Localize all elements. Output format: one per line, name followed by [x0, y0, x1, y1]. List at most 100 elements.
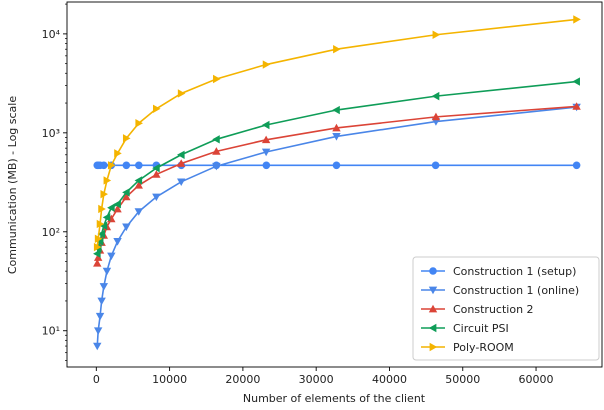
data-point — [177, 159, 186, 167]
data-point — [134, 181, 143, 189]
data-point — [431, 112, 441, 121]
data-point — [262, 60, 271, 69]
data-point — [107, 203, 115, 212]
y-tick-label: 10² — [42, 226, 60, 239]
data-point — [93, 242, 102, 252]
data-point — [573, 15, 581, 24]
y-tick-label: 10¹ — [42, 325, 60, 338]
data-point — [332, 105, 340, 115]
data-point — [212, 162, 221, 171]
data-point — [107, 161, 116, 170]
data-point — [99, 221, 108, 230]
data-point — [135, 119, 143, 128]
series-layer — [93, 15, 581, 351]
data-point — [332, 161, 341, 170]
data-point — [103, 176, 112, 185]
legend-label: Circuit PSI — [453, 322, 509, 335]
legend-marker — [428, 304, 438, 313]
data-point — [114, 149, 122, 158]
data-point — [152, 170, 161, 178]
legend-label: Construction 2 — [453, 303, 534, 316]
data-point — [102, 213, 111, 222]
data-point — [134, 176, 143, 185]
data-point — [135, 161, 143, 170]
data-point — [98, 204, 106, 214]
data-point — [261, 120, 270, 130]
data-point — [177, 150, 185, 159]
axes: 0 10000 20000 30000 40000 50000 60000 10¹ 10² 10³… — [42, 3, 554, 386]
data-point — [93, 259, 102, 267]
y-axis-label: Communication (MB) - Log scale — [6, 96, 19, 274]
x-tick-label: 30000 — [299, 373, 334, 386]
data-point — [152, 104, 161, 113]
legend-label: Construction 1 (setup) — [453, 265, 576, 278]
legend-marker — [429, 342, 438, 352]
data-point — [261, 148, 271, 157]
data-point — [152, 193, 161, 202]
legend-item: Construction 1 (online) — [421, 284, 579, 297]
data-point — [122, 223, 131, 232]
data-point — [93, 327, 103, 335]
data-point — [95, 237, 104, 246]
data-point — [93, 249, 101, 258]
data-point — [333, 45, 341, 54]
data-point — [107, 252, 116, 261]
data-point — [93, 342, 102, 351]
data-point — [572, 102, 581, 110]
series-4 — [93, 15, 581, 252]
data-point — [99, 283, 109, 291]
data-point — [332, 123, 341, 132]
data-point — [431, 161, 440, 170]
data-point — [212, 135, 220, 144]
data-point — [212, 147, 221, 155]
data-point — [113, 204, 122, 213]
data-point — [262, 161, 271, 170]
data-point — [177, 178, 186, 186]
data-point — [96, 219, 105, 229]
data-point — [113, 238, 122, 246]
legend-item: Circuit PSI — [421, 322, 509, 335]
x-tick-label: 50000 — [445, 373, 480, 386]
data-point — [572, 77, 580, 86]
data-point — [213, 74, 221, 84]
data-point — [152, 163, 160, 173]
data-point — [122, 188, 130, 197]
series-3 — [93, 77, 580, 258]
x-tick-label: 20000 — [225, 373, 260, 386]
data-point — [134, 208, 143, 216]
x-axis-label: Number of elements of the client — [243, 392, 426, 405]
data-point — [113, 199, 121, 209]
data-point — [93, 253, 103, 261]
legend-marker — [428, 286, 438, 295]
x-tick-label: 60000 — [519, 373, 554, 386]
legend: Construction 1 (setup) Construction 1 (on… — [412, 256, 600, 361]
legend-marker — [428, 323, 437, 333]
data-point — [431, 91, 440, 101]
data-point — [100, 189, 109, 199]
y-tick-label: 10⁴ — [42, 28, 61, 41]
data-point — [572, 161, 581, 170]
data-point — [332, 133, 341, 141]
data-point — [100, 161, 108, 170]
data-point — [97, 297, 106, 306]
legend-box — [412, 256, 600, 361]
legend-item: Construction 1 (setup) — [421, 265, 576, 278]
legend-label: Poly-ROOM — [453, 341, 514, 354]
y-tick-label: 10³ — [42, 127, 60, 140]
data-point — [261, 135, 271, 144]
x-tick-label: 0 — [93, 373, 100, 386]
legend-marker — [429, 267, 437, 275]
data-point — [432, 30, 441, 39]
data-point — [94, 234, 103, 243]
data-point — [97, 229, 105, 239]
x-tick-label: 10000 — [152, 373, 187, 386]
data-point — [122, 192, 131, 201]
legend-item: Poly-ROOM — [421, 341, 514, 354]
data-point — [122, 161, 131, 170]
data-point — [102, 267, 112, 276]
legend-item: Construction 2 — [421, 303, 534, 316]
data-point — [177, 89, 186, 98]
data-point — [95, 312, 105, 321]
legend-label: Construction 1 (online) — [453, 284, 579, 297]
